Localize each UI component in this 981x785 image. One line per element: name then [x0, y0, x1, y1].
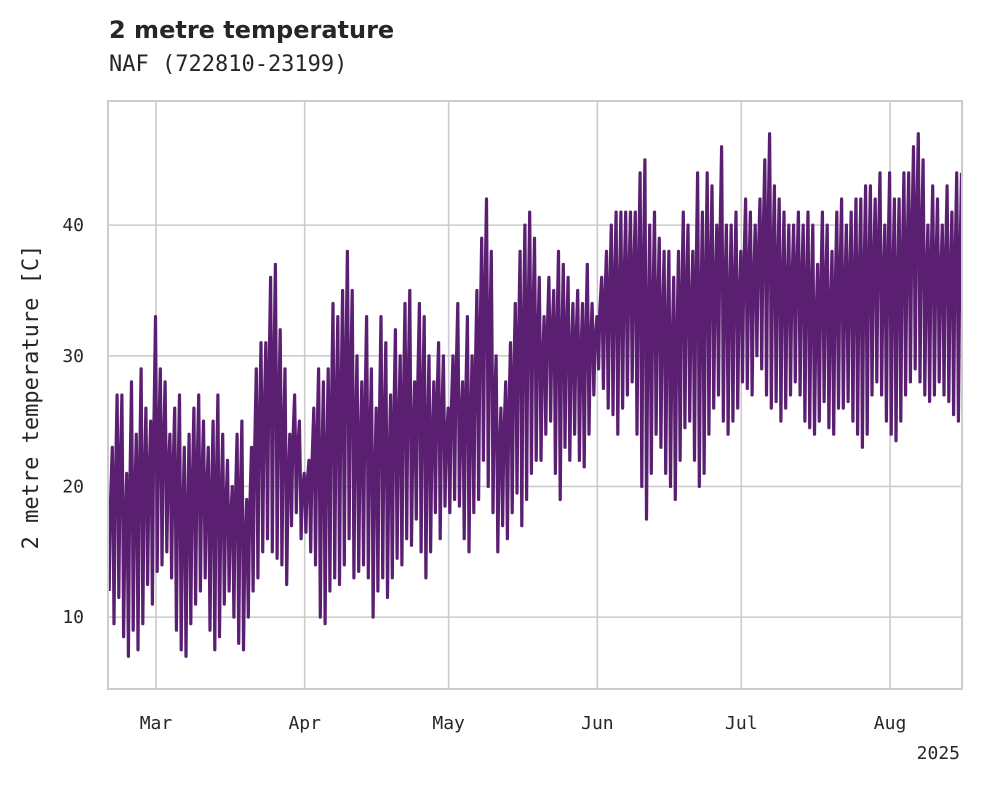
y-tick-label: 20 [62, 476, 84, 497]
x-tick-label: Jun [581, 713, 614, 734]
x-year-label: 2025 [917, 743, 960, 764]
y-tick-label: 30 [62, 346, 84, 367]
y-tick-label: 10 [62, 607, 84, 628]
x-tick-label: Apr [288, 713, 321, 734]
temperature-series-line [107, 132, 964, 658]
x-tick-label: Jul [725, 713, 758, 734]
plot-frame [107, 100, 963, 690]
x-tick-label: Mar [140, 713, 173, 734]
chart-title: 2 metre temperature [109, 16, 395, 44]
y-axis-label: 2 metre temperature [C] [19, 245, 44, 550]
chart-subtitle: NAF (722810-23199) [109, 52, 348, 77]
x-tick-label: Aug [874, 713, 907, 734]
series-layer [107, 132, 964, 658]
y-tick-label: 40 [62, 215, 84, 236]
tick-labels: 10 20 30 40 Mar Apr May Jun Jul Aug 2025 [62, 215, 960, 764]
x-tick-label: May [432, 713, 465, 734]
